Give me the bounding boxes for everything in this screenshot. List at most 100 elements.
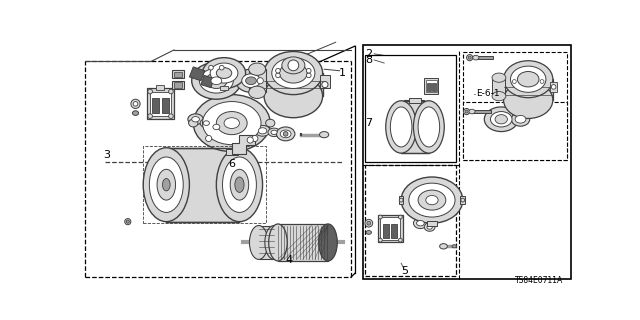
Bar xyxy=(492,78,505,96)
Ellipse shape xyxy=(211,77,221,84)
Bar xyxy=(162,98,168,113)
Polygon shape xyxy=(147,88,174,119)
Bar xyxy=(472,110,492,113)
Ellipse shape xyxy=(440,244,447,249)
Bar xyxy=(320,75,330,88)
Bar xyxy=(550,82,557,92)
Circle shape xyxy=(220,65,224,70)
Ellipse shape xyxy=(216,148,262,222)
Ellipse shape xyxy=(223,157,257,212)
Ellipse shape xyxy=(264,52,323,95)
Ellipse shape xyxy=(418,107,440,147)
Circle shape xyxy=(540,80,544,84)
Text: E-6-1: E-6-1 xyxy=(477,89,500,98)
Ellipse shape xyxy=(492,92,506,101)
Ellipse shape xyxy=(216,112,247,135)
Ellipse shape xyxy=(418,190,446,210)
Circle shape xyxy=(205,135,212,141)
Ellipse shape xyxy=(409,183,455,217)
Ellipse shape xyxy=(280,63,307,83)
Bar xyxy=(143,146,266,223)
Bar xyxy=(225,149,238,156)
Bar xyxy=(249,69,266,92)
Circle shape xyxy=(276,68,280,73)
Ellipse shape xyxy=(264,75,323,118)
Bar xyxy=(391,224,397,238)
Circle shape xyxy=(399,238,403,242)
Ellipse shape xyxy=(200,118,212,128)
Bar xyxy=(432,83,436,91)
Ellipse shape xyxy=(515,116,526,123)
Ellipse shape xyxy=(282,57,305,74)
Circle shape xyxy=(465,110,468,113)
Text: 6: 6 xyxy=(228,159,236,169)
Ellipse shape xyxy=(242,74,260,88)
Ellipse shape xyxy=(255,125,270,136)
Ellipse shape xyxy=(504,61,553,98)
Bar xyxy=(156,85,164,90)
Ellipse shape xyxy=(511,112,530,126)
Ellipse shape xyxy=(205,73,227,88)
Circle shape xyxy=(461,198,465,202)
Text: 1: 1 xyxy=(339,68,346,78)
Ellipse shape xyxy=(246,77,257,84)
Circle shape xyxy=(209,65,213,70)
Circle shape xyxy=(468,56,471,59)
Ellipse shape xyxy=(193,95,270,152)
Bar xyxy=(259,226,274,260)
Ellipse shape xyxy=(266,119,275,127)
Ellipse shape xyxy=(417,220,424,226)
Ellipse shape xyxy=(319,132,329,138)
Bar xyxy=(476,56,493,59)
Ellipse shape xyxy=(216,68,232,78)
Ellipse shape xyxy=(401,177,463,223)
Bar xyxy=(363,44,570,279)
Bar xyxy=(428,83,431,91)
Ellipse shape xyxy=(413,101,444,153)
Ellipse shape xyxy=(452,245,456,248)
Ellipse shape xyxy=(276,127,295,141)
Ellipse shape xyxy=(189,119,198,127)
Circle shape xyxy=(257,78,263,84)
Text: 2: 2 xyxy=(365,49,372,59)
Circle shape xyxy=(463,108,470,115)
Ellipse shape xyxy=(268,128,280,137)
Polygon shape xyxy=(189,67,205,81)
Ellipse shape xyxy=(209,122,223,132)
Ellipse shape xyxy=(202,101,261,145)
Ellipse shape xyxy=(192,116,200,122)
Ellipse shape xyxy=(424,223,435,231)
Ellipse shape xyxy=(390,107,412,147)
Ellipse shape xyxy=(473,55,479,60)
Circle shape xyxy=(365,219,372,227)
Text: 7: 7 xyxy=(365,118,372,128)
Ellipse shape xyxy=(504,82,553,118)
Text: 8: 8 xyxy=(365,55,372,65)
Ellipse shape xyxy=(200,68,234,93)
Circle shape xyxy=(367,221,371,225)
Ellipse shape xyxy=(319,224,337,261)
Circle shape xyxy=(467,55,473,61)
Circle shape xyxy=(307,68,311,73)
Polygon shape xyxy=(504,79,553,100)
Bar xyxy=(172,81,184,89)
Ellipse shape xyxy=(413,218,428,228)
Circle shape xyxy=(551,84,556,89)
Ellipse shape xyxy=(202,58,246,88)
Ellipse shape xyxy=(366,230,371,234)
Circle shape xyxy=(307,73,311,78)
Text: TS84E0711A: TS84E0711A xyxy=(515,276,563,285)
Bar xyxy=(460,196,465,204)
Circle shape xyxy=(276,73,280,78)
Ellipse shape xyxy=(213,124,220,130)
Polygon shape xyxy=(232,135,255,154)
Circle shape xyxy=(399,198,403,202)
Circle shape xyxy=(131,99,140,108)
Bar xyxy=(426,80,436,92)
Circle shape xyxy=(148,114,152,118)
Circle shape xyxy=(247,137,253,143)
Ellipse shape xyxy=(259,128,267,134)
Bar xyxy=(257,75,263,86)
Polygon shape xyxy=(264,73,323,96)
Ellipse shape xyxy=(143,148,189,222)
